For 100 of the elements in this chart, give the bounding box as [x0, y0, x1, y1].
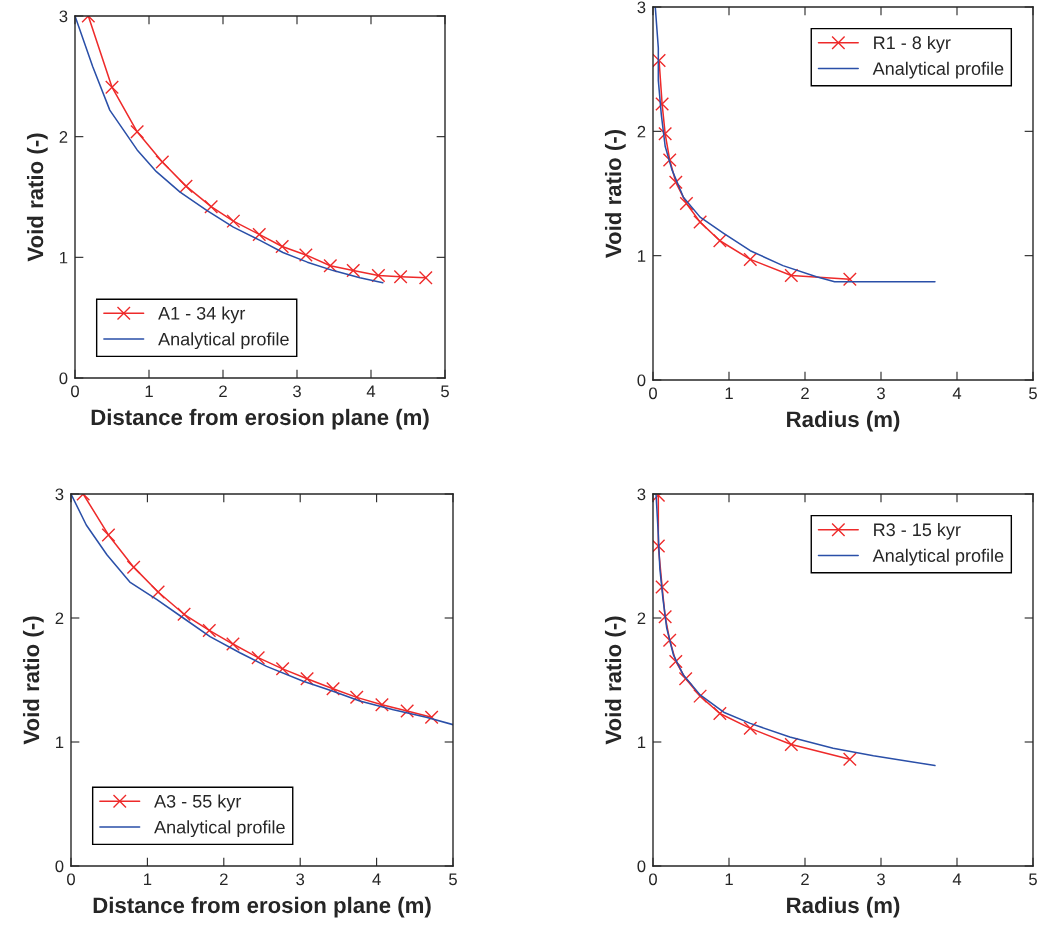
point [202, 623, 217, 638]
point [658, 609, 673, 624]
point [155, 155, 170, 169]
point [679, 196, 694, 211]
point [655, 97, 670, 111]
x-axis-title: Distance from erosion plane (m) [91, 408, 429, 430]
x-axis-title: Distance from erosion plane (m) [93, 896, 431, 918]
x-tick-label: 3 [877, 387, 885, 400]
point [668, 175, 683, 190]
point [130, 124, 145, 139]
point [743, 252, 758, 267]
x-tick-label: 2 [220, 873, 228, 886]
point [668, 654, 683, 669]
x-tick-label: 5 [1029, 873, 1037, 886]
point [784, 268, 799, 283]
x-tick-label: 2 [801, 873, 809, 886]
y-tick-label: 0 [59, 372, 68, 385]
point [743, 721, 758, 736]
y-tick-label: 2 [59, 131, 68, 143]
x-tick-label: 0 [71, 385, 79, 398]
point [653, 539, 666, 554]
point [101, 527, 116, 542]
y-tick-label: 2 [637, 612, 646, 625]
point [371, 268, 386, 283]
point [842, 752, 857, 767]
point [252, 227, 267, 242]
y-tick-label: 2 [55, 612, 64, 625]
point [693, 215, 708, 230]
x-tick-label: 5 [1029, 387, 1037, 400]
legend-label: Analytical profile [154, 820, 285, 838]
point [784, 737, 799, 752]
y-tick-label: 0 [55, 860, 64, 873]
point [177, 607, 192, 622]
x-tick-label: 2 [801, 387, 809, 400]
point [179, 179, 193, 194]
y-axis-title: Void ratio (-) [604, 130, 626, 258]
y-tick-label: 1 [638, 250, 646, 262]
legend-label: R3 - 15 kyr [874, 522, 961, 540]
x-axis-title: Radius (m) [787, 410, 900, 432]
point [655, 580, 670, 594]
legend-label: Analytical profile [158, 332, 289, 350]
x-tick-label: 1 [725, 387, 733, 400]
y-tick-label: 1 [60, 251, 68, 264]
point [424, 710, 439, 725]
point [323, 258, 338, 273]
point [400, 704, 415, 718]
point [712, 233, 727, 248]
point [393, 269, 408, 284]
y-tick-label: 1 [638, 736, 646, 749]
x-tick-label: 4 [952, 873, 962, 886]
point [712, 706, 727, 721]
point [126, 560, 141, 575]
point [275, 661, 290, 676]
y-tick-label: 3 [637, 488, 646, 501]
point [275, 239, 290, 254]
point [653, 53, 667, 68]
x-tick-label: 4 [372, 873, 381, 886]
x-tick-label: 2 [219, 385, 227, 398]
y-tick-label: 2 [637, 125, 646, 138]
point [662, 152, 677, 167]
point [346, 263, 361, 278]
x-axis-title: Radius (m) [787, 896, 900, 918]
x-tick-label: 5 [449, 873, 457, 886]
point [105, 80, 119, 95]
y-tick-label: 3 [55, 488, 64, 501]
point [204, 199, 219, 214]
y-axis-title: Void ratio (-) [26, 133, 48, 262]
point [226, 637, 240, 651]
legend-label: A1 - 34 kyr [158, 306, 246, 324]
point [300, 671, 315, 686]
point [326, 681, 340, 696]
x-tick-label: 1 [144, 873, 152, 886]
x-tick-label: 1 [725, 873, 733, 886]
point [842, 272, 857, 287]
point [678, 671, 693, 686]
y-axis-title: Void ratio (-) [604, 616, 626, 745]
point [298, 247, 313, 262]
x-tick-label: 3 [877, 873, 885, 886]
point [662, 633, 677, 648]
point [151, 585, 166, 599]
y-tick-label: 1 [56, 736, 64, 749]
point [251, 650, 266, 665]
point [226, 214, 241, 229]
x-tick-label: 4 [366, 385, 376, 398]
y-axis-title: Void ratio (-) [22, 616, 44, 745]
x-tick-label: 3 [296, 873, 305, 886]
point [349, 690, 364, 705]
point [693, 689, 708, 704]
x-tick-label: 1 [145, 385, 153, 398]
y-tick-label: 0 [637, 374, 646, 387]
x-tick-label: 5 [441, 385, 449, 398]
line-series [75, 16, 384, 284]
legend-label: Analytical profile [872, 61, 1004, 79]
point [658, 126, 673, 141]
point [418, 270, 433, 285]
point [375, 697, 389, 712]
y-tick-label: 3 [59, 10, 68, 23]
x-tick-label: 0 [649, 873, 657, 886]
y-tick-label: 0 [637, 860, 646, 873]
legend-label: R1 - 8 kyr [874, 35, 951, 53]
